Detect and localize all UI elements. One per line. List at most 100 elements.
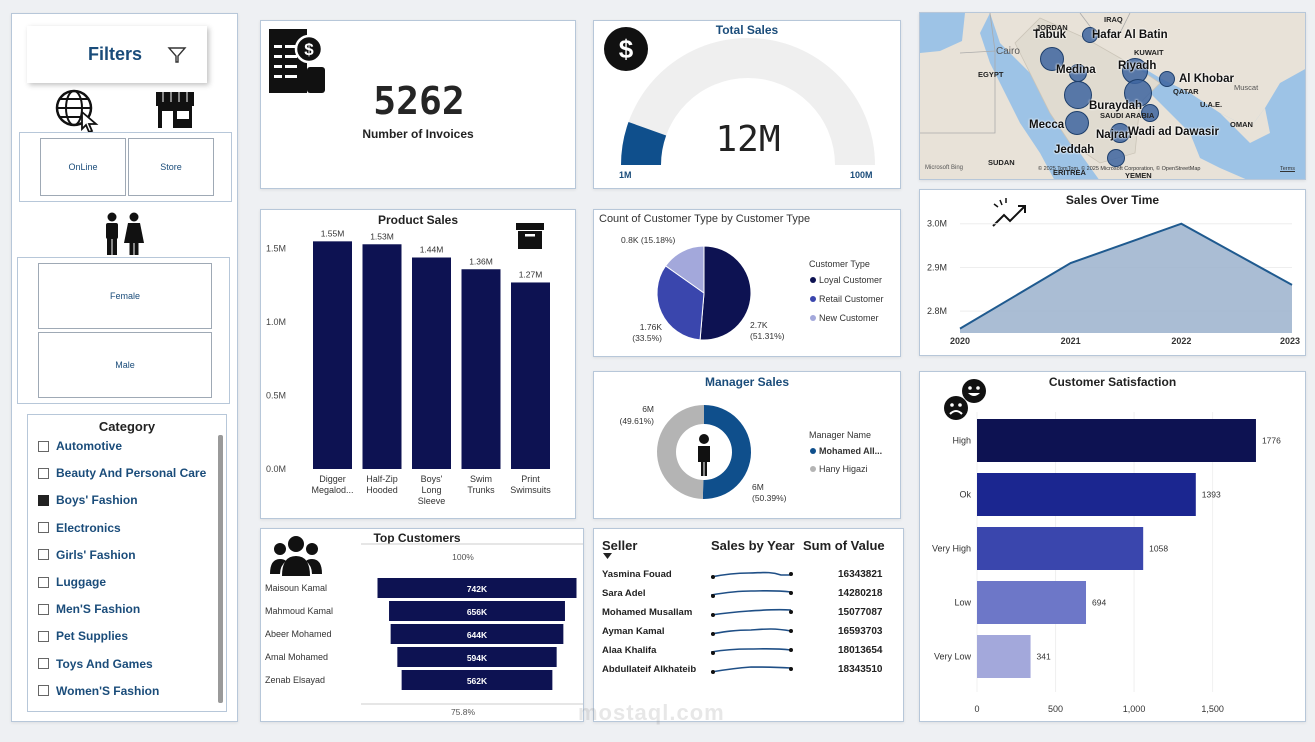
category-checkbox[interactable] [38,630,49,642]
map-bubble[interactable] [1082,27,1098,43]
seller-name[interactable]: Sara Adel [602,588,646,599]
map-terms-link[interactable]: Terms [1280,166,1295,172]
product-bar[interactable] [362,244,402,469]
map-bubble[interactable] [1107,149,1125,167]
map-region-label: OMAN [1230,120,1253,129]
category-item[interactable]: Pet Supplies [38,629,128,643]
category-checkbox[interactable] [38,576,49,588]
sum-of-value-header[interactable]: Sum of Value [803,538,885,553]
category-item[interactable]: Beauty And Personal Care [38,466,206,480]
map-bubble[interactable] [1110,123,1130,143]
pie-slice[interactable] [699,245,752,341]
legend-marker [810,448,816,454]
sparkline-path [711,589,792,596]
category-item[interactable]: Automotive [38,439,122,453]
funnel-bar[interactable] [377,578,577,598]
map-bubble[interactable] [1064,81,1092,109]
legend-item[interactable]: Retail Customer [819,294,884,304]
seller-name[interactable]: Alaa Khalifa [602,645,657,656]
pie-slice[interactable] [664,245,705,294]
category-item[interactable]: Toys And Games [38,657,153,671]
satisfaction-bar[interactable] [977,527,1144,570]
map-bubble[interactable] [1124,79,1152,107]
category-item-label: Electronics [56,520,121,535]
product-bar[interactable] [511,282,550,469]
legend-item[interactable]: New Customer [819,313,879,323]
sparkline [711,666,793,674]
seller-name[interactable]: Yasmina Fouad [602,569,672,580]
legend-item[interactable]: Hany Higazi [819,464,868,474]
legend-marker [810,296,816,302]
satisfaction-bar[interactable] [977,635,1031,678]
category-checkbox[interactable] [38,658,49,670]
map-bubble[interactable] [1040,47,1064,71]
sparkline-start-dot [711,632,715,636]
sales-map[interactable]: Tabuk Hafar Al Batin Medina Riyadh Al Khobar… [919,12,1306,180]
top-customers-chart: 100% 742K Maisoun Kamal 656K Mahmoud Kamal 64… [265,543,583,717]
category-checkbox[interactable] [38,549,49,561]
category-item[interactable]: Electronics [38,521,121,535]
seller-value: 15077087 [838,607,883,618]
x-tick-label: Sleeve [418,496,446,506]
gender-male-button[interactable]: Male [38,332,212,398]
channel-store-button[interactable]: Store [128,138,214,196]
map-region-label: IRAQ [1104,15,1123,24]
group-users-icon [270,536,322,576]
category-item[interactable]: Women'S Fashion [38,684,159,698]
filters-title: Filters [88,44,143,64]
product-bar[interactable] [461,269,501,469]
sales-by-year-header[interactable]: Sales by Year [711,538,795,553]
legend-item[interactable]: Loyal Customer [819,275,882,285]
sort-arrow-icon[interactable] [603,553,612,559]
map-region-label: SUDAN [988,158,1015,167]
donut-slice[interactable] [702,405,751,499]
channel-online-button[interactable]: OnLine [40,138,126,196]
gauge-fill [621,121,667,165]
category-checkbox[interactable] [38,603,49,615]
pie-data-label: (33.5%) [632,333,662,343]
businessman-icon [699,434,709,444]
seller-name[interactable]: Abdullateif Alkhateib [602,664,697,675]
product-bar[interactable] [412,257,451,470]
category-checkbox[interactable] [38,467,49,479]
pie-slice[interactable] [656,265,705,341]
category-scrollbar[interactable] [218,435,223,703]
area-line[interactable] [959,222,1293,330]
funnel-bar[interactable] [401,670,553,690]
seller-name[interactable]: Ayman Kamal [602,626,665,637]
product-sales-title: Product Sales [377,213,459,227]
manager-sales-card: Manager Sales 6M (50.39%) 6M (49.61%) Manage… [593,371,901,519]
category-item[interactable]: Men'S Fashion [38,602,140,616]
x-tick-label: Half-Zip [366,474,398,484]
legend-title: Customer Type [809,259,870,269]
legend-item[interactable]: Mohamed All... [819,446,882,456]
map-bubble[interactable] [1141,104,1159,122]
category-item[interactable]: Luggage [38,575,106,589]
funnel-bar[interactable] [389,601,565,621]
legend-marker [810,315,816,321]
category-checkbox[interactable] [38,440,49,452]
total-sales-gauge [621,37,875,165]
category-item[interactable]: Boys' Fashion [38,493,138,507]
seller-name[interactable]: Mohamed Musallam [602,607,693,618]
funnel-bar[interactable] [390,624,564,644]
product-bar[interactable] [313,241,352,469]
map-bubble[interactable] [1159,71,1175,87]
category-item[interactable]: Girls' Fashion [38,548,136,562]
satisfaction-bar[interactable] [977,473,1196,516]
donut-slice[interactable] [656,405,704,499]
category-checkbox[interactable] [38,685,49,697]
x-tick-label: Boys' [421,474,443,484]
x-tick-label: Hooded [366,485,398,495]
satisfaction-bar[interactable] [977,581,1087,624]
seller-column-header[interactable]: Seller [602,538,638,553]
filters-header: Filters [27,26,207,83]
category-checkbox[interactable] [38,522,49,534]
sales-over-time-card: Sales Over Time 2.8M 2.9M 3.0M 2020 2021 2022… [919,189,1306,356]
map-bubble[interactable] [1065,111,1089,135]
seller-value: 14280218 [838,588,883,599]
satisfaction-bar[interactable] [977,419,1256,462]
category-checkbox[interactable] [38,494,49,506]
funnel-bar[interactable] [397,647,557,667]
gender-female-button[interactable]: Female [38,263,212,329]
